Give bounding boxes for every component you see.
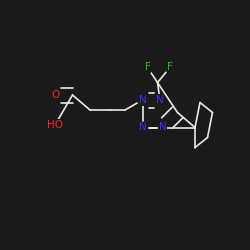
Text: O: O (51, 90, 59, 100)
Text: N: N (138, 95, 146, 105)
Text: F: F (144, 62, 150, 72)
Text: N: N (138, 122, 146, 132)
Text: N: N (156, 95, 164, 105)
Text: N: N (159, 122, 166, 132)
Text: F: F (167, 62, 173, 72)
Text: HO: HO (47, 120, 63, 130)
